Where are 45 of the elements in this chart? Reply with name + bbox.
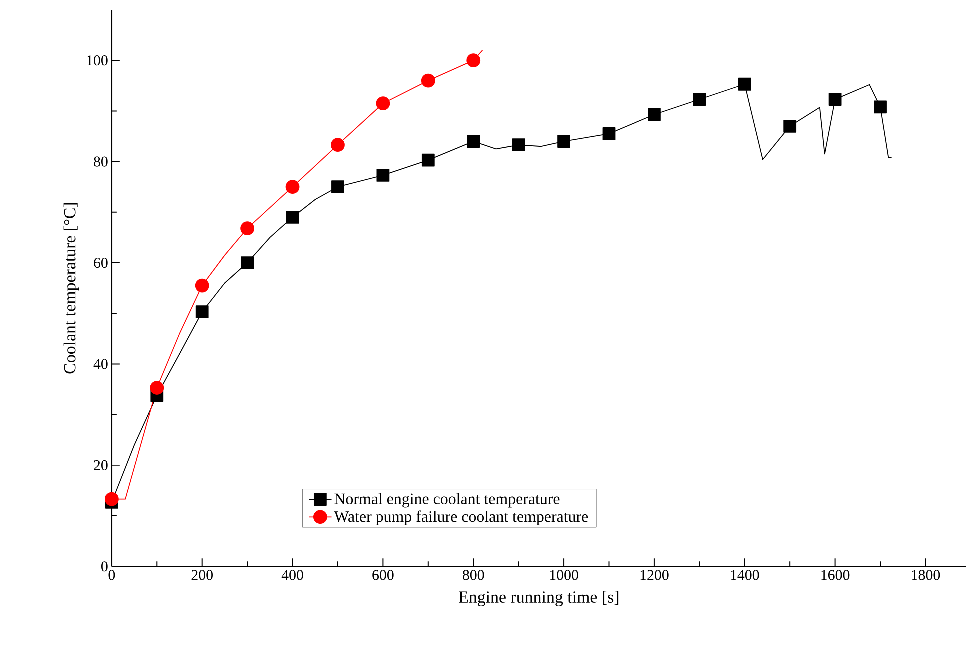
point (828, 93, 842, 106)
point (512, 138, 526, 152)
point (422, 154, 435, 167)
x-tick-label: 1200 (640, 570, 669, 580)
legend-label: Water pump failure coolant temperature (334, 510, 588, 526)
y-tick-label: 40 (94, 359, 108, 370)
y-tick-label: 20 (94, 460, 108, 471)
point (874, 100, 887, 114)
point (738, 78, 752, 92)
point (784, 120, 797, 134)
y-tick-label: 80 (94, 156, 108, 168)
x-tick-label: 200 (192, 570, 213, 580)
x-tick-label: 1400 (731, 570, 760, 580)
x-tick-label: 0 (108, 570, 116, 580)
point (240, 222, 255, 236)
y-tick-label: 60 (94, 258, 108, 268)
point (376, 96, 390, 111)
x-tick-label: 600 (372, 570, 394, 580)
x-tick-label: 400 (282, 570, 304, 580)
point (376, 169, 390, 182)
point (467, 135, 480, 148)
x-tick-label: 1800 (912, 570, 940, 580)
point (332, 180, 344, 194)
point (466, 54, 481, 68)
point (558, 135, 570, 148)
y-tick-label: 0 (102, 562, 108, 572)
x-axis-title: Engine running time [s] (459, 591, 619, 607)
point (241, 256, 254, 270)
point (104, 492, 119, 506)
x-tick-label: 800 (462, 570, 484, 580)
point (331, 138, 345, 152)
legend-label: Normal engine coolant temperature (334, 493, 560, 508)
point (196, 306, 209, 319)
y-tick-label: 100 (87, 56, 108, 66)
point (648, 108, 661, 122)
point (693, 93, 706, 106)
point (421, 74, 436, 88)
point (195, 279, 210, 293)
point (602, 128, 616, 141)
y-axis-title: Coolant temperature [°C] (64, 204, 80, 374)
x-tick-label: 1600 (822, 570, 850, 580)
x-tick-label: 1000 (550, 570, 578, 580)
point (286, 180, 300, 194)
point (286, 211, 300, 224)
point (150, 381, 164, 396)
